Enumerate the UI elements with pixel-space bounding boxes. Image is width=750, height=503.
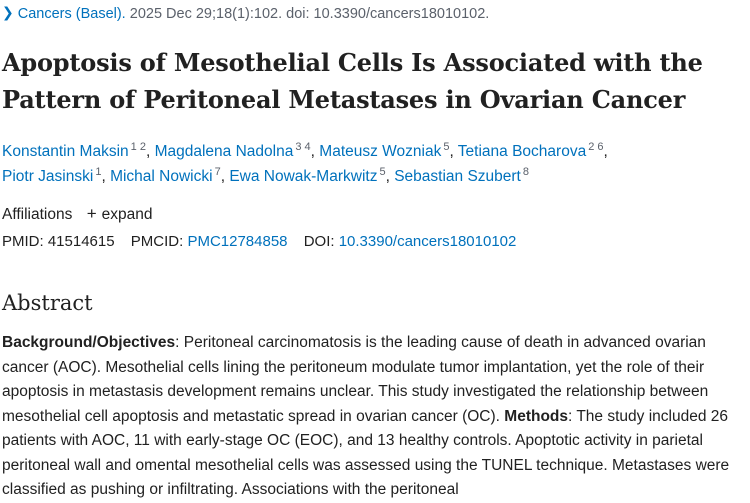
affiliation-ref[interactable]: 1 2 [130,141,146,153]
author-link[interactable]: Sebastian Szubert [394,168,521,185]
affiliations-row: Affiliations + expand [2,204,152,225]
author-link[interactable]: Piotr Jasinski [2,168,94,185]
doi-label: DOI: [303,233,335,250]
affiliation-ref[interactable]: 7 [214,166,221,178]
background-text: : Peritoneal carcinomatosis is the leadi… [2,334,709,425]
author-link[interactable]: Magdalena Nadolna [154,143,294,160]
affiliation-ref[interactable]: 1 [95,166,102,178]
journal-link[interactable]: Cancers (Basel). [17,6,126,22]
pmid-value: 41514615 [47,233,115,250]
expand-affiliations-button[interactable]: + expand [86,204,153,223]
doi-link[interactable]: 10.3390/cancers18010102 [338,233,517,250]
author-link[interactable]: Mateusz Wozniak [319,143,442,160]
citation-details: 2025 Dec 29;18(1):102. doi: 10.3390/canc… [129,6,490,22]
expand-label: expand [101,206,153,223]
abstract-text: Background/Objectives: Peritoneal carcin… [2,331,750,503]
article-title: Apoptosis of Mesothelial Cells Is Associ… [2,48,703,114]
pmcid-label: PMCID: [130,233,184,250]
background-label: Background/Objectives [2,334,176,351]
plus-icon: + [86,204,97,223]
identifiers-row: PMID: 41514615 PMCID: PMC12784858 DOI: 1… [2,232,516,252]
affiliation-ref[interactable]: 5 [379,166,386,178]
author-link[interactable]: Michal Nowicki [110,168,213,185]
methods-text: : The study included 26 patients with AO… [2,407,730,499]
affiliation-ref[interactable]: 2 6 [588,141,604,153]
affiliation-ref[interactable]: 5 [443,141,450,153]
citation-line: ❯ Cancers (Basel). 2025 Dec 29;18(1):102.… [2,3,489,24]
author-link[interactable]: Konstantin Maksin [2,143,129,160]
abstract-heading: Abstract [2,291,93,315]
affiliation-ref[interactable]: 8 [522,166,529,178]
author-list: Konstantin Maksin 1 2, Magdalena Nadolna 3… [2,141,608,186]
affiliations-label: Affiliations [2,206,73,223]
author-link[interactable]: Ewa Nowak-Markwitz [229,168,378,185]
pmcid-link[interactable]: PMC12784858 [187,233,288,250]
chevron-right-icon: ❯ [2,4,14,20]
affiliation-ref[interactable]: 3 4 [295,141,311,153]
author-link[interactable]: Tetiana Bocharova [457,143,587,160]
pmid-label: PMID: [2,233,44,250]
methods-label: Methods [504,407,568,425]
